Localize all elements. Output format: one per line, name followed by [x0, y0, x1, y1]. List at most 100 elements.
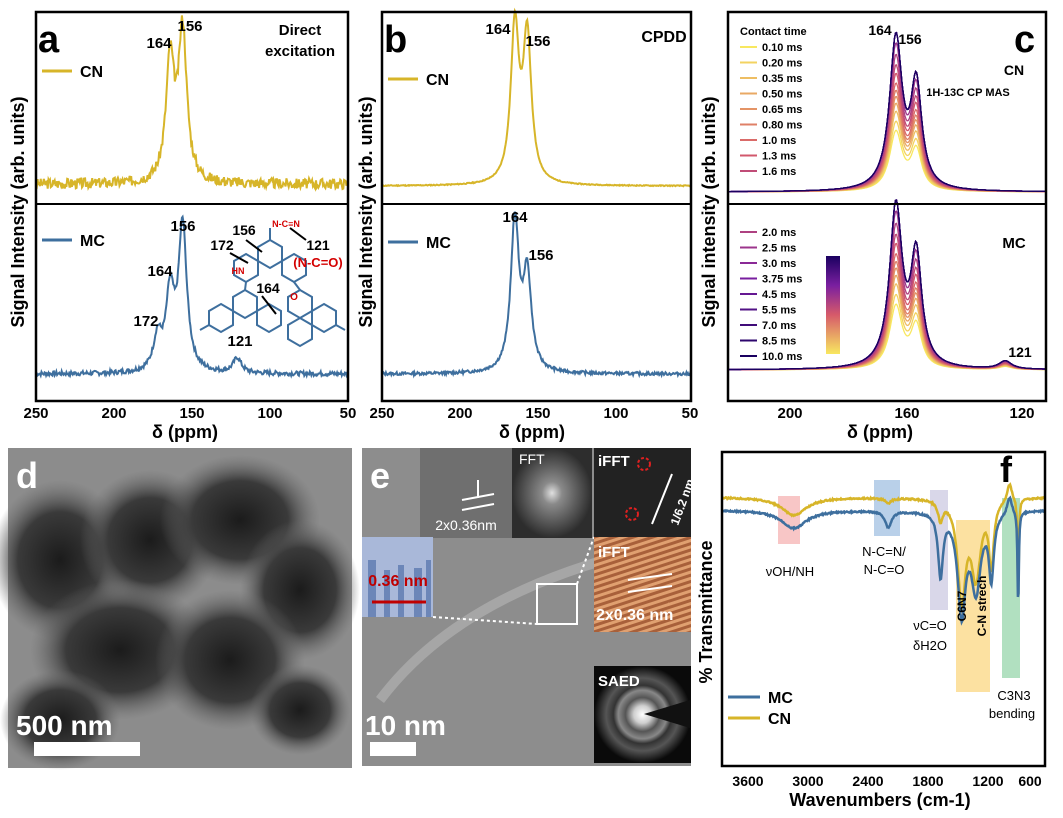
- band-label: νOH/NH: [766, 564, 814, 579]
- panel-b-xlabel: δ (ppm): [499, 422, 565, 442]
- arrow: [261, 295, 277, 315]
- panel-f-cn-spectrum: [721, 482, 1046, 613]
- selection-guide: [576, 536, 595, 585]
- panel-a-xticks: 250 200 150 100 50: [23, 405, 356, 422]
- band-label: C-N strech: [975, 576, 989, 637]
- panel-c-xtick: 120: [1009, 405, 1034, 422]
- bond: [293, 281, 301, 291]
- panel-f: f % Transmittance Wavenumbers (cm-1) 360…: [696, 449, 1047, 810]
- panel-c-peak-label: 164: [868, 22, 892, 38]
- panel-d: d 500 nm: [0, 448, 360, 770]
- panel-c-frame: [726, 10, 1048, 403]
- bond: [244, 281, 247, 291]
- panel-b-annotation: CPDD: [641, 29, 686, 46]
- diffraction-spot: [625, 507, 639, 521]
- panel-a-mc-spectrum: [35, 214, 349, 379]
- legend-label: 0.20 ms: [762, 58, 802, 70]
- band-label: N-C=N/: [862, 544, 906, 559]
- panel-c-mc-label: MC: [1002, 235, 1025, 252]
- panel-a-annotation-line2: excitation: [265, 43, 335, 60]
- panel-e-scale-bar: [370, 742, 416, 756]
- reciprocal-arrow: [651, 473, 673, 525]
- beam-stop: [644, 700, 690, 728]
- panel-c-xticks: 200 160 120: [777, 405, 1034, 422]
- panel-e-fft-label: FFT: [519, 451, 545, 467]
- panel-c-peak-label: 156: [898, 31, 922, 47]
- panel-f-xtick: 2400: [852, 773, 883, 789]
- structure-label: HN: [232, 266, 245, 276]
- panel-f-frame: [720, 450, 1047, 768]
- legend-label: 0.50 ms: [762, 89, 802, 101]
- panel-a-structure-labels: 156 172 121 (N-C=O) 164 HN N-C≡N O: [210, 219, 342, 303]
- panel-c: c Signal intensity (arb. units) δ (ppm) …: [699, 10, 1048, 442]
- panel-a-peak-label: 164: [147, 263, 173, 280]
- panel-f-xtick: 600: [1018, 773, 1042, 789]
- profile-bar: [368, 560, 376, 617]
- panel-e-fft-inset: [512, 448, 592, 538]
- panel-d-scale-label: 500 nm: [16, 710, 113, 741]
- panel-f-legend-mc: MC: [768, 690, 793, 707]
- panel-d-letter: d: [16, 455, 38, 496]
- panel-a-xtick: 50: [340, 405, 357, 422]
- panel-a-legend-cn: CN: [80, 64, 103, 81]
- panel-f-xtick: 3000: [792, 773, 823, 789]
- heptazine-ring: [256, 302, 282, 334]
- panel-e-spacing-inset: 2x0.36nm: [435, 517, 496, 533]
- panel-f-xtick: 1200: [972, 773, 1003, 789]
- legend-label: 0.80 ms: [762, 120, 802, 132]
- panel-f-xlabel: Wavenumbers (cm-1): [789, 790, 970, 810]
- panel-f-xtick: 3600: [732, 773, 763, 789]
- panel-e-selection-box: [536, 583, 578, 625]
- structure-label: N-C≡N: [272, 219, 300, 229]
- panel-f-xtick: 1800: [912, 773, 943, 789]
- contact-time-curve: [728, 31, 1046, 193]
- panel-a-xtick: 100: [257, 405, 282, 422]
- panel-d-scale-bar: [34, 742, 140, 756]
- panel-c-xlabel: δ (ppm): [847, 422, 913, 442]
- legend-label: 2.5 ms: [762, 243, 796, 255]
- arrow: [245, 239, 263, 253]
- bond: [199, 324, 210, 331]
- structure-label: 172: [210, 237, 234, 253]
- heptazine-ring: [232, 288, 258, 320]
- panel-b-cn-spectrum: [381, 7, 691, 188]
- panel-b-legend-cn: CN: [426, 72, 449, 89]
- legend-label: 1.6 ms: [762, 166, 796, 178]
- legend-label: 3.75 ms: [762, 274, 802, 286]
- panel-b-frame: [380, 10, 693, 403]
- panel-c-xtick: 160: [894, 405, 919, 422]
- profile-bar: [384, 570, 390, 617]
- heptazine-ring: [208, 302, 234, 334]
- panel-e-lattice-inset: [420, 448, 512, 538]
- panel-c-colorbar: [826, 256, 840, 354]
- fringe-line: [627, 573, 673, 581]
- band-label: δH2O: [913, 638, 947, 653]
- panel-e: 2x0.36nm FFT iFFT 1/6.2 nm 0.36 nm iFFT …: [362, 448, 697, 766]
- panel-c-legend-top: 0.10 ms 0.20 ms 0.35 ms 0.50 ms 0.65 ms 0.80 …: [740, 42, 802, 178]
- panel-c-mc-spectra: [727, 199, 1047, 371]
- panel-a-xtick: 150: [179, 405, 204, 422]
- legend-label: 0.35 ms: [762, 73, 802, 85]
- panel-b-peak-label: 156: [525, 33, 550, 50]
- band-label: C6N7: [955, 590, 969, 621]
- panel-b-xtick: 150: [525, 405, 550, 422]
- panel-f-mc-spectrum: [721, 495, 1047, 626]
- panel-e-ifft-mid-label: iFFT: [598, 544, 630, 561]
- panel-b-mc-spectrum: [381, 211, 692, 379]
- legend-label: 10.0 ms: [762, 351, 802, 363]
- legend-label: 1.3 ms: [762, 151, 796, 163]
- legend-label: 4.5 ms: [762, 289, 796, 301]
- panel-c-cn-sublabel: 1H-13C CP MAS: [926, 87, 1010, 99]
- band-label: N-C=O: [864, 562, 905, 577]
- panel-e-profile-label: 0.36 nm: [368, 573, 428, 590]
- panel-a-xlabel: δ (ppm): [152, 422, 218, 442]
- selection-guide: [432, 616, 538, 625]
- panel-a-xtick: 250: [23, 405, 48, 422]
- arrow: [229, 252, 249, 264]
- heptazine-ring: [257, 238, 283, 270]
- panel-b-ylabel: Signal Intensity (arb. units): [356, 96, 376, 327]
- panel-b-xtick: 50: [682, 405, 699, 422]
- panel-a-annotation-line1: Direct: [279, 22, 322, 39]
- panel-e-spacing-ifft: 2x0.36 nm: [596, 607, 673, 624]
- structure-label: O: [290, 292, 298, 303]
